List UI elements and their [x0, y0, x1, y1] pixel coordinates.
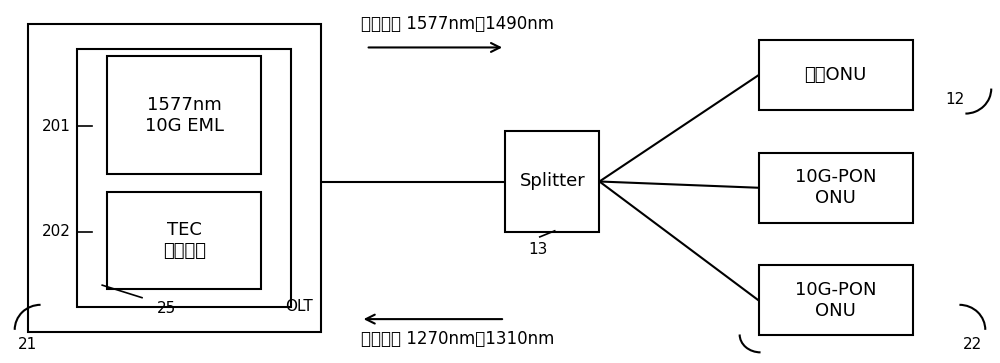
Text: TEC
固定温控: TEC 固定温控	[163, 221, 206, 260]
Text: 13: 13	[528, 242, 547, 257]
Text: 10G-PON
ONU: 10G-PON ONU	[795, 281, 876, 320]
Text: 低速ONU: 低速ONU	[804, 66, 867, 84]
Text: 202: 202	[42, 224, 70, 239]
FancyBboxPatch shape	[28, 24, 321, 332]
FancyBboxPatch shape	[505, 131, 599, 232]
FancyBboxPatch shape	[759, 40, 913, 110]
Text: 201: 201	[42, 119, 70, 134]
FancyBboxPatch shape	[759, 153, 913, 223]
Text: Splitter: Splitter	[520, 172, 586, 191]
FancyBboxPatch shape	[77, 49, 291, 307]
Text: 21: 21	[18, 337, 37, 352]
Text: 1577nm
10G EML: 1577nm 10G EML	[145, 96, 224, 135]
Text: 10G-PON
ONU: 10G-PON ONU	[795, 168, 876, 207]
Text: 25: 25	[157, 301, 176, 316]
FancyBboxPatch shape	[759, 265, 913, 335]
Text: 22: 22	[962, 337, 982, 352]
FancyBboxPatch shape	[107, 56, 261, 174]
Text: 下行波长 1577nm，1490nm: 下行波长 1577nm，1490nm	[361, 15, 554, 33]
Text: 12: 12	[946, 92, 965, 107]
Text: OLT: OLT	[285, 299, 313, 314]
FancyBboxPatch shape	[107, 192, 261, 289]
Text: 上行波长 1270nm，1310nm: 上行波长 1270nm，1310nm	[361, 330, 554, 348]
